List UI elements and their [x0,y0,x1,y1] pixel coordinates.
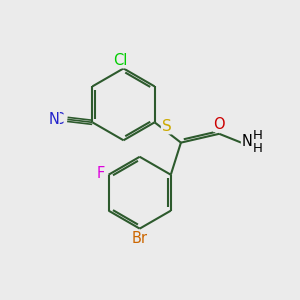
Text: F: F [96,166,104,181]
Text: O: O [213,117,225,132]
Text: C: C [53,112,64,127]
Text: Br: Br [132,230,148,245]
Text: N: N [49,112,60,127]
Text: Cl: Cl [113,53,128,68]
Text: N: N [241,134,252,149]
Text: H: H [253,129,262,142]
Text: H: H [253,142,262,155]
Text: S: S [162,119,171,134]
